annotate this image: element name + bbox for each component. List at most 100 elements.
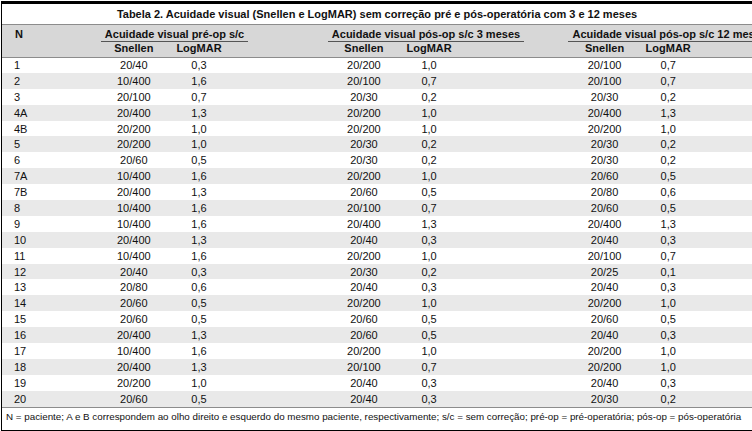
pos12m-snellen-cell: 20/40: [568, 232, 640, 248]
pos12m-snellen-cell: 20/30: [568, 391, 640, 407]
spacer-cell: [696, 136, 752, 152]
pos12m-logmar-cell: 0,3: [641, 375, 696, 391]
table-row: 1620/4001,320/600,520/400,3: [2, 327, 752, 343]
spacer-cell: [228, 200, 328, 216]
spacer-cell: [458, 248, 568, 264]
spacer-cell: [228, 311, 328, 327]
pos3m-logmar-cell: 1,0: [400, 105, 458, 121]
patient-id-cell: 15: [2, 311, 97, 327]
spacer-cell: [228, 121, 328, 137]
spacer-cell: [228, 375, 328, 391]
pos12m-snellen-cell: 20/100: [568, 57, 640, 73]
pos12m-snellen-cell: 20/400: [568, 216, 640, 232]
col-group-postop-12m: Acuidade visual pós-op s/c 12 meses: [568, 25, 752, 42]
table-row: 1320/800,620/400,320/400,3: [2, 279, 752, 295]
pos3m-snellen-cell: 20/60: [328, 184, 400, 200]
pre-logmar-cell: 1,6: [170, 200, 227, 216]
group-header-row: N Acuidade visual pré-op s/c Acuidade vi…: [2, 25, 752, 42]
pos3m-snellen-cell: 20/200: [328, 105, 400, 121]
table-header: N Acuidade visual pré-op s/c Acuidade vi…: [2, 25, 752, 57]
pos12m-snellen-cell: 20/30: [568, 136, 640, 152]
spacer-cell: [458, 105, 568, 121]
patient-id-cell: 4A: [2, 105, 97, 121]
spacer-cell: [228, 343, 328, 359]
pre-logmar-cell: 0,3: [170, 57, 227, 73]
pos3m-logmar-cell: 1,0: [400, 57, 458, 73]
pre-logmar-cell: 1,6: [170, 73, 227, 89]
pos12m-logmar-cell: 0,2: [641, 152, 696, 168]
pre-snellen-cell: 10/400: [97, 216, 170, 232]
spacer-cell: [696, 279, 752, 295]
col-header-12m-snellen: Snellen: [568, 42, 640, 57]
spacer-cell: [696, 168, 752, 184]
patient-id-cell: 1: [2, 57, 97, 73]
spacer-cell: [228, 216, 328, 232]
pre-snellen-cell: 20/200: [97, 136, 170, 152]
spacer-cell: [696, 105, 752, 121]
pos12m-snellen-cell: 20/25: [568, 264, 640, 280]
table-row: 810/4001,620/1000,720/600,5: [2, 200, 752, 216]
spacer-cell: [458, 200, 568, 216]
spacer-cell: [228, 295, 328, 311]
pre-logmar-cell: 1,3: [170, 359, 227, 375]
pre-snellen-cell: 20/40: [97, 57, 170, 73]
pos3m-snellen-cell: 20/200: [328, 343, 400, 359]
patient-id-cell: 7B: [2, 184, 97, 200]
pre-logmar-cell: 1,3: [170, 232, 227, 248]
table-row: 520/2001,020/300,220/300,2: [2, 136, 752, 152]
patient-id-cell: 5: [2, 136, 97, 152]
pos3m-logmar-cell: 0,2: [400, 152, 458, 168]
pos3m-logmar-cell: 0,3: [400, 375, 458, 391]
spacer-cell: [458, 327, 568, 343]
patient-id-cell: 7A: [2, 168, 97, 184]
patient-id-cell: 10: [2, 232, 97, 248]
pos12m-snellen-cell: 20/100: [568, 73, 640, 89]
pre-snellen-cell: 20/400: [97, 327, 170, 343]
spacer-cell: [458, 89, 568, 105]
pre-logmar-cell: 1,6: [170, 343, 227, 359]
pre-snellen-cell: 20/400: [97, 232, 170, 248]
col-header-3m-logmar: LogMAR: [400, 42, 458, 57]
table-row: 1020/4001,320/400,320/400,3: [2, 232, 752, 248]
pos12m-snellen-cell: 20/40: [568, 279, 640, 295]
pre-logmar-cell: 1,0: [170, 121, 227, 137]
pre-snellen-cell: 10/400: [97, 168, 170, 184]
patient-id-cell: 8: [2, 200, 97, 216]
table-row: 1110/4001,620/2001,020/1000,7: [2, 248, 752, 264]
pre-logmar-cell: 1,3: [170, 184, 227, 200]
pos3m-logmar-cell: 1,0: [400, 295, 458, 311]
col-group-preop: Acuidade visual pré-op s/c: [97, 25, 328, 42]
pos3m-logmar-cell: 1,0: [400, 121, 458, 137]
pos3m-logmar-cell: 1,0: [400, 168, 458, 184]
table-row: 1520/600,520/600,520/600,5: [2, 311, 752, 327]
pos12m-snellen-cell: 20/400: [568, 105, 640, 121]
spacer-cell: [696, 184, 752, 200]
spacer-cell: [458, 264, 568, 280]
patient-id-cell: 6: [2, 152, 97, 168]
pos12m-logmar-cell: 1,0: [641, 295, 696, 311]
pre-snellen-cell: 20/40: [97, 264, 170, 280]
spacer-cell: [696, 391, 752, 407]
patient-id-cell: 4B: [2, 121, 97, 137]
col-header-pre-snellen: Snellen: [97, 42, 170, 57]
pre-snellen-cell: 20/400: [97, 359, 170, 375]
spacer-cell: [458, 73, 568, 89]
pos3m-logmar-cell: 0,7: [400, 200, 458, 216]
pos3m-snellen-cell: 20/200: [328, 248, 400, 264]
pre-snellen-cell: 20/200: [97, 375, 170, 391]
pos12m-logmar-cell: 1,0: [641, 343, 696, 359]
pos12m-snellen-cell: 20/200: [568, 295, 640, 311]
table-row: 4B20/2001,020/2001,020/2001,0: [2, 121, 752, 137]
pos3m-logmar-cell: 0,3: [400, 279, 458, 295]
pos3m-logmar-cell: 0,7: [400, 359, 458, 375]
pos3m-snellen-cell: 20/60: [328, 311, 400, 327]
spacer-cell: [228, 168, 328, 184]
patient-id-cell: 17: [2, 343, 97, 359]
patient-id-cell: 19: [2, 375, 97, 391]
pre-logmar-cell: 0,5: [170, 295, 227, 311]
pre-snellen-cell: 20/60: [97, 311, 170, 327]
table-body: 120/400,320/2001,020/1000,7210/4001,620/…: [2, 57, 752, 407]
spacer-cell: [228, 73, 328, 89]
pos3m-logmar-cell: 0,5: [400, 311, 458, 327]
pos3m-snellen-cell: 20/400: [328, 216, 400, 232]
